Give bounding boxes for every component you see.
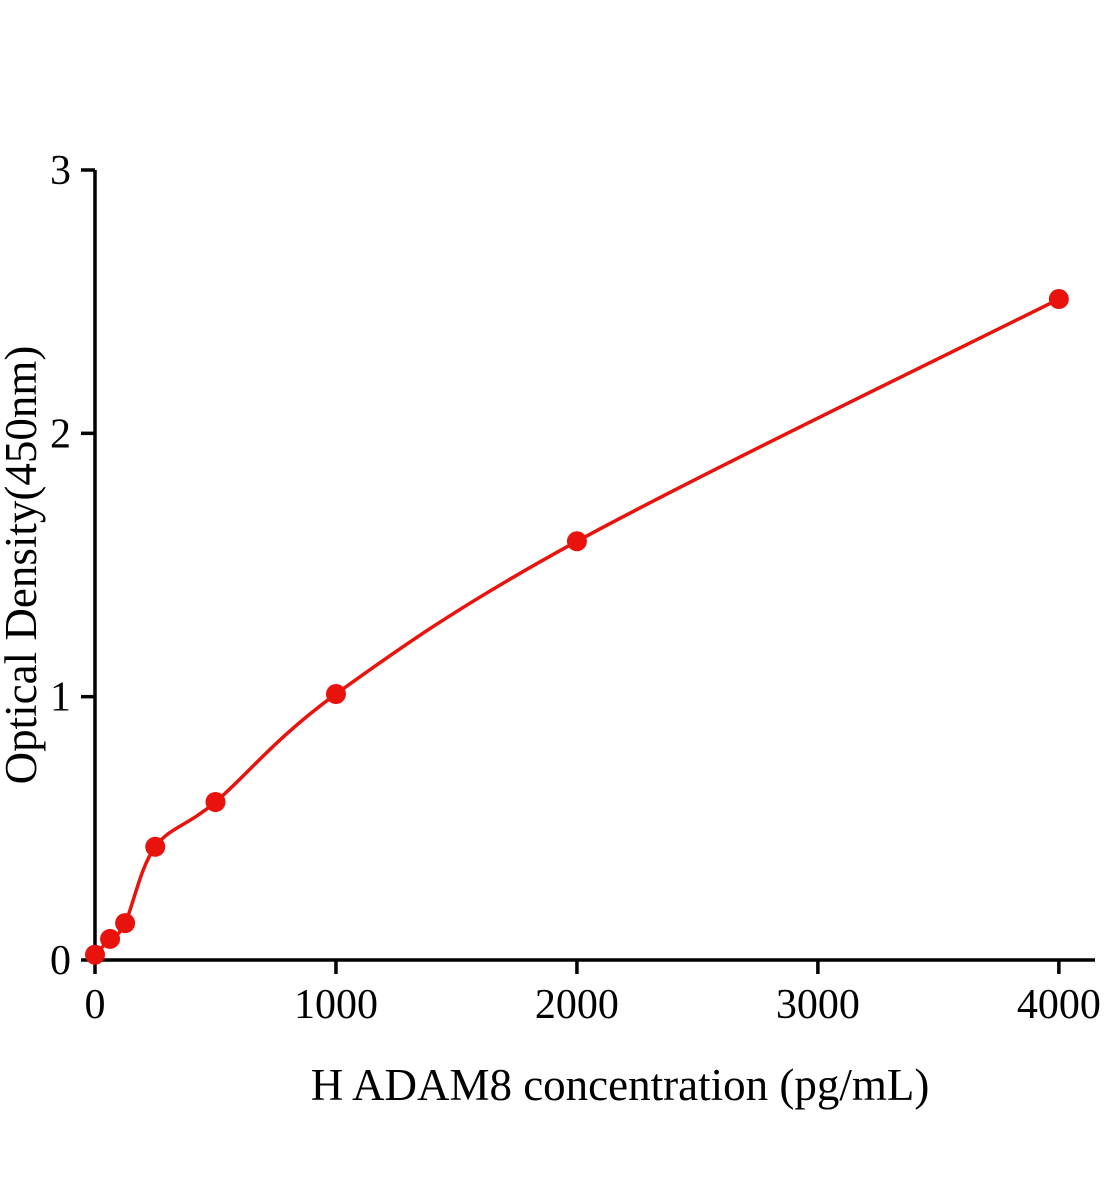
data-point bbox=[115, 913, 136, 934]
data-point bbox=[205, 792, 226, 812]
x-tick-label: 2000 bbox=[535, 982, 619, 1028]
data-point bbox=[100, 928, 121, 949]
y-tick-label: 0 bbox=[50, 938, 71, 984]
fit-curve bbox=[93, 297, 1061, 957]
data-point bbox=[566, 531, 587, 552]
y-tick-label: 2 bbox=[50, 411, 71, 457]
y-tick-label: 1 bbox=[50, 675, 71, 721]
data-point bbox=[85, 944, 105, 965]
x-tick-label: 1000 bbox=[294, 982, 378, 1028]
y-axis-title: Optical Density(450nm) bbox=[0, 346, 46, 785]
data-point bbox=[145, 836, 166, 857]
x-tick-label: 3000 bbox=[776, 982, 860, 1028]
x-tick-label: 0 bbox=[85, 982, 106, 1028]
x-tick-label: 4000 bbox=[1017, 982, 1101, 1028]
data-point bbox=[325, 684, 346, 705]
data-point bbox=[1048, 289, 1069, 310]
x-axis-title: H ADAM8 concentration (pg/mL) bbox=[311, 1060, 930, 1110]
y-tick-label: 3 bbox=[50, 148, 71, 194]
